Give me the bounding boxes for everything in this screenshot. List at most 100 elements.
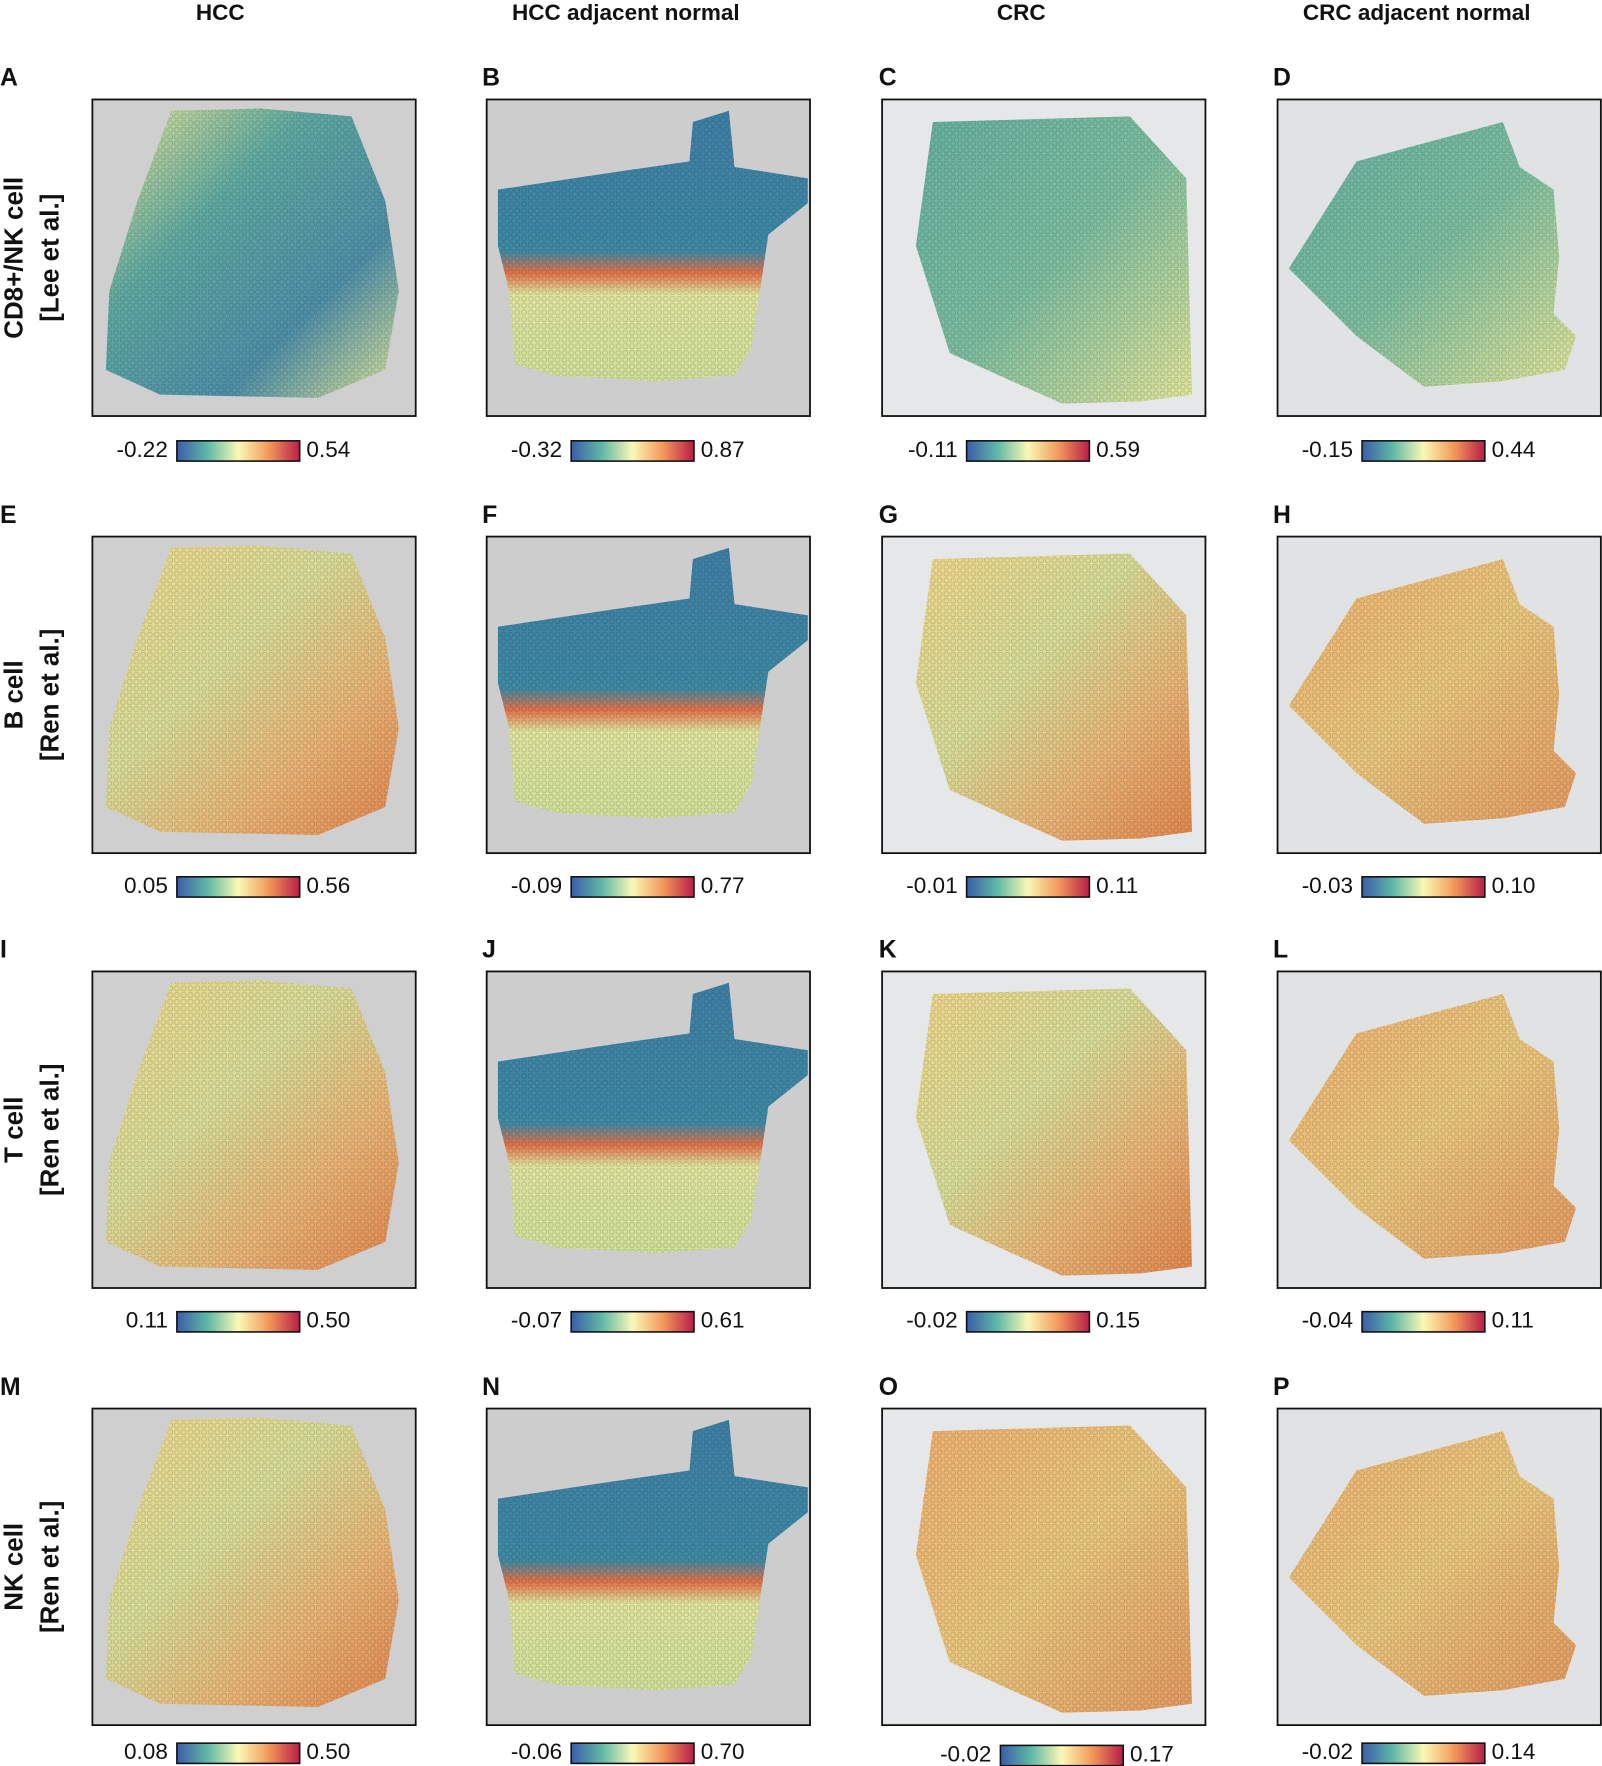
colorbar: [965, 440, 1091, 462]
panel-letter: J: [482, 937, 496, 964]
colorbar-min-label: 0.08: [124, 1739, 168, 1764]
panel-border: [1276, 1407, 1602, 1727]
colorbar: [570, 440, 695, 462]
tissue-spots: [1288, 559, 1577, 824]
panel-letter: N: [482, 1374, 500, 1401]
colorbar: [176, 876, 301, 898]
panel: [485, 535, 811, 855]
colorbar: [1361, 1310, 1486, 1333]
panel-letter: K: [879, 937, 897, 964]
row-label: B cell: [1, 660, 29, 729]
colorbar: [1361, 1742, 1486, 1765]
column-header: HCC: [196, 0, 245, 25]
panel: [881, 98, 1207, 417]
panel-border: [91, 1407, 417, 1727]
panel-border: [91, 535, 417, 855]
panel-letter: H: [1273, 502, 1291, 529]
colorbar-min-label: -0.32: [511, 437, 562, 462]
colorbar: [570, 876, 695, 898]
panel-border: [1276, 535, 1602, 855]
colorbar: [570, 1310, 695, 1333]
colorbar-max-label: 0.70: [701, 1739, 745, 1764]
tissue-spots: [105, 108, 399, 399]
panel-border: [881, 98, 1207, 417]
row-label: [Ren et al.]: [37, 629, 65, 761]
colorbar-max-label: 0.54: [306, 437, 350, 462]
colorbar-min-label: 0.05: [124, 873, 168, 898]
tissue-spots: [105, 1417, 399, 1708]
panel-letter: I: [0, 937, 7, 964]
colorbar: [965, 876, 1091, 898]
panel: [1276, 1407, 1602, 1727]
colorbar-max-label: 0.14: [1492, 1739, 1536, 1764]
colorbar-min-label: -0.22: [117, 437, 168, 462]
tissue-spots: [915, 988, 1192, 1276]
colorbar: [176, 1310, 301, 1333]
tissue-spots: [497, 547, 808, 819]
panel-border: [485, 98, 811, 417]
colorbar-max-label: 0.10: [1492, 873, 1536, 898]
panel: [881, 1407, 1207, 1727]
colorbar-min-label: -0.02: [1302, 1739, 1353, 1764]
colorbar-max-label: 0.11: [1096, 873, 1138, 898]
tissue-spots: [1288, 121, 1577, 387]
panel: [485, 970, 811, 1289]
colorbar-min-label: -0.15: [1302, 437, 1353, 462]
colorbar: [999, 1744, 1124, 1766]
tissue-spots: [1288, 993, 1577, 1259]
colorbar-min-label: -0.11: [908, 437, 958, 462]
colorbar: [1361, 440, 1486, 462]
colorbar-min-label: -0.02: [906, 1308, 957, 1333]
panel: [1276, 535, 1602, 855]
tissue-spots: [915, 1425, 1192, 1713]
colorbar-max-label: 0.61: [701, 1308, 745, 1333]
colorbar: [176, 1742, 301, 1765]
colorbar-min-label: 0.11: [126, 1308, 168, 1333]
colorbar: [965, 1310, 1091, 1333]
panel: [881, 970, 1207, 1289]
panel-border: [881, 535, 1207, 855]
colorbar: [176, 440, 301, 462]
panel: [1276, 98, 1602, 417]
row-label: [Ren et al.]: [37, 1064, 65, 1196]
panel-letter: G: [879, 502, 898, 529]
panel-border: [1276, 98, 1602, 417]
panel-border: [485, 1407, 811, 1727]
colorbar-min-label: -0.02: [940, 1741, 991, 1766]
panel-letter: F: [482, 502, 497, 529]
panel: [485, 1407, 811, 1727]
colorbar-max-label: 0.59: [1096, 437, 1140, 462]
panel-letter: M: [0, 1374, 21, 1401]
colorbar-min-label: -0.09: [511, 873, 562, 898]
colorbar-max-label: 0.50: [306, 1308, 350, 1333]
panel: [91, 1407, 417, 1727]
colorbar-max-label: 0.11: [1492, 1308, 1534, 1333]
colorbar: [570, 1742, 695, 1765]
panel-letter: O: [879, 1374, 898, 1401]
colorbar-min-label: -0.07: [511, 1308, 562, 1333]
panel: [485, 98, 811, 417]
panel-border: [1276, 970, 1602, 1289]
colorbar-min-label: -0.04: [1302, 1308, 1353, 1333]
panel: [881, 535, 1207, 855]
colorbar-max-label: 0.56: [306, 873, 350, 898]
panel-letter: D: [1273, 65, 1291, 92]
colorbar-max-label: 0.77: [701, 873, 745, 898]
colorbar-max-label: 0.87: [701, 437, 745, 462]
panel-border: [91, 98, 417, 417]
panel-letter: B: [482, 65, 500, 92]
panel-border: [485, 535, 811, 855]
tissue-spots: [497, 110, 808, 382]
tissue-spots: [105, 545, 399, 836]
column-header: HCC adjacent normal: [512, 0, 740, 25]
tissue-spots: [915, 553, 1192, 841]
tissue-spots: [497, 1419, 808, 1691]
panel-border: [485, 970, 811, 1289]
colorbar-min-label: -0.06: [511, 1739, 562, 1764]
row-label: NK cell: [1, 1523, 29, 1611]
row-label: T cell: [1, 1097, 29, 1163]
colorbar-min-label: -0.01: [906, 873, 957, 898]
tissue-spots: [915, 116, 1192, 404]
colorbar-max-label: 0.44: [1492, 437, 1536, 462]
